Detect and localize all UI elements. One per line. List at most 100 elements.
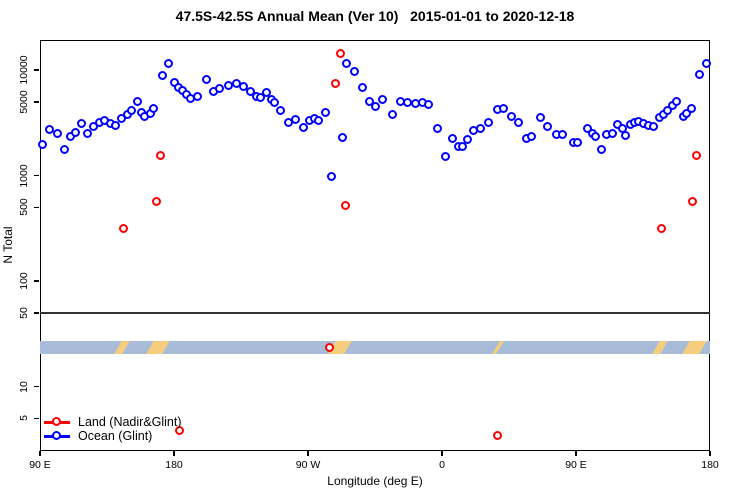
x-tick (307, 451, 309, 456)
ocean-point (76, 118, 86, 128)
ocean-point (483, 117, 493, 127)
ocean-point (432, 124, 442, 134)
ocean-point (590, 131, 600, 141)
ocean-point (52, 128, 62, 138)
ocean-point (506, 112, 516, 122)
x-tick (575, 451, 577, 456)
plot-frame (40, 40, 710, 451)
ocean-point (596, 144, 606, 154)
land-circle-icon (52, 417, 61, 426)
ocean-point (38, 139, 48, 149)
ocean-circle-icon (52, 431, 61, 440)
legend: Land (Nadir&Glint) Ocean (Glint) (44, 415, 182, 443)
ocean-point (326, 172, 336, 182)
ocean-point (694, 70, 704, 80)
land-point (330, 79, 340, 89)
x-tick (39, 451, 41, 456)
land-point (656, 224, 666, 234)
ocean-point (527, 132, 537, 142)
ocean-point (59, 144, 69, 154)
ocean-point (314, 115, 324, 125)
y-tick-label: 1000 (18, 163, 30, 188)
ocean-point (424, 99, 434, 109)
ocean-point (499, 103, 509, 113)
y-tick-label: 100 (18, 272, 30, 290)
land-point (119, 224, 129, 234)
ocean-point (357, 83, 367, 93)
ocean-point (341, 58, 351, 68)
x-tick (709, 451, 711, 456)
ocean-point (364, 96, 374, 106)
ocean-point (440, 152, 450, 162)
ocean-point (320, 107, 330, 117)
x-tick-label: 180 (165, 459, 183, 471)
ocean-point (245, 86, 255, 96)
ocean-point (110, 121, 120, 130)
land-point (324, 343, 334, 353)
land-point (155, 150, 165, 160)
y-tick-label: 5 (18, 415, 30, 422)
land-point (692, 150, 702, 160)
legend-item-land: Land (Nadir&Glint) (44, 415, 182, 429)
ocean-point (607, 128, 617, 138)
ocean-point (275, 105, 285, 115)
land-point (340, 200, 350, 210)
x-tick-label: 90 E (29, 459, 51, 471)
ocean-point (163, 58, 173, 68)
ocean-point (44, 124, 54, 134)
ocean-point (543, 121, 553, 131)
land-point (335, 48, 345, 58)
y-tick (34, 206, 39, 209)
legend-label-land: Land (Nadir&Glint) (78, 415, 182, 429)
x-tick-label: 90 E (565, 459, 587, 471)
ocean-point (620, 131, 630, 141)
y-tick (34, 280, 39, 282)
y-axis-title: N Total (1, 226, 15, 264)
ocean-point (149, 104, 159, 114)
ocean-point (535, 113, 545, 123)
ocean-point (475, 124, 485, 134)
ocean-point (239, 81, 249, 91)
y-tick (34, 312, 39, 314)
ocean-point (448, 134, 458, 144)
ocean-point (70, 127, 80, 137)
y-tick (34, 385, 39, 388)
y-tick (34, 174, 39, 177)
y-tick-label: 10000 (18, 55, 30, 85)
ocean-legend-symbol (44, 431, 70, 441)
ocean-point (513, 117, 523, 127)
ocean-point (458, 142, 468, 152)
ocean-point (370, 101, 380, 111)
land-legend-symbol (44, 417, 70, 427)
ocean-point (192, 92, 202, 102)
ocean-point (378, 95, 388, 105)
y-tick-label: 50 (18, 306, 30, 319)
ocean-point (686, 104, 696, 114)
ocean-point (157, 70, 167, 80)
legend-label-ocean: Ocean (Glint) (78, 429, 153, 443)
ocean-point (338, 133, 348, 143)
legend-item-ocean: Ocean (Glint) (44, 429, 182, 443)
x-tick (441, 451, 443, 456)
land-point (688, 197, 698, 207)
y-tick (34, 417, 39, 420)
y-tick (34, 69, 39, 71)
map-strip (40, 341, 710, 354)
x-axis-title: Longitude (deg E) (327, 474, 423, 488)
x-tick (173, 451, 175, 456)
reference-line (40, 312, 710, 314)
ocean-point (702, 58, 712, 68)
y-tick-label: 500 (18, 198, 30, 217)
ocean-point (261, 87, 271, 97)
ocean-point (255, 93, 265, 103)
ocean-point (201, 75, 211, 85)
ocean-point (462, 134, 472, 144)
ocean-point (133, 96, 143, 106)
y-tick-label: 10 (18, 380, 30, 393)
ocean-point (298, 123, 308, 133)
ocean-point (558, 129, 568, 139)
x-tick-label: 180 (701, 459, 719, 471)
land-point (493, 430, 503, 440)
ocean-point (127, 105, 137, 115)
